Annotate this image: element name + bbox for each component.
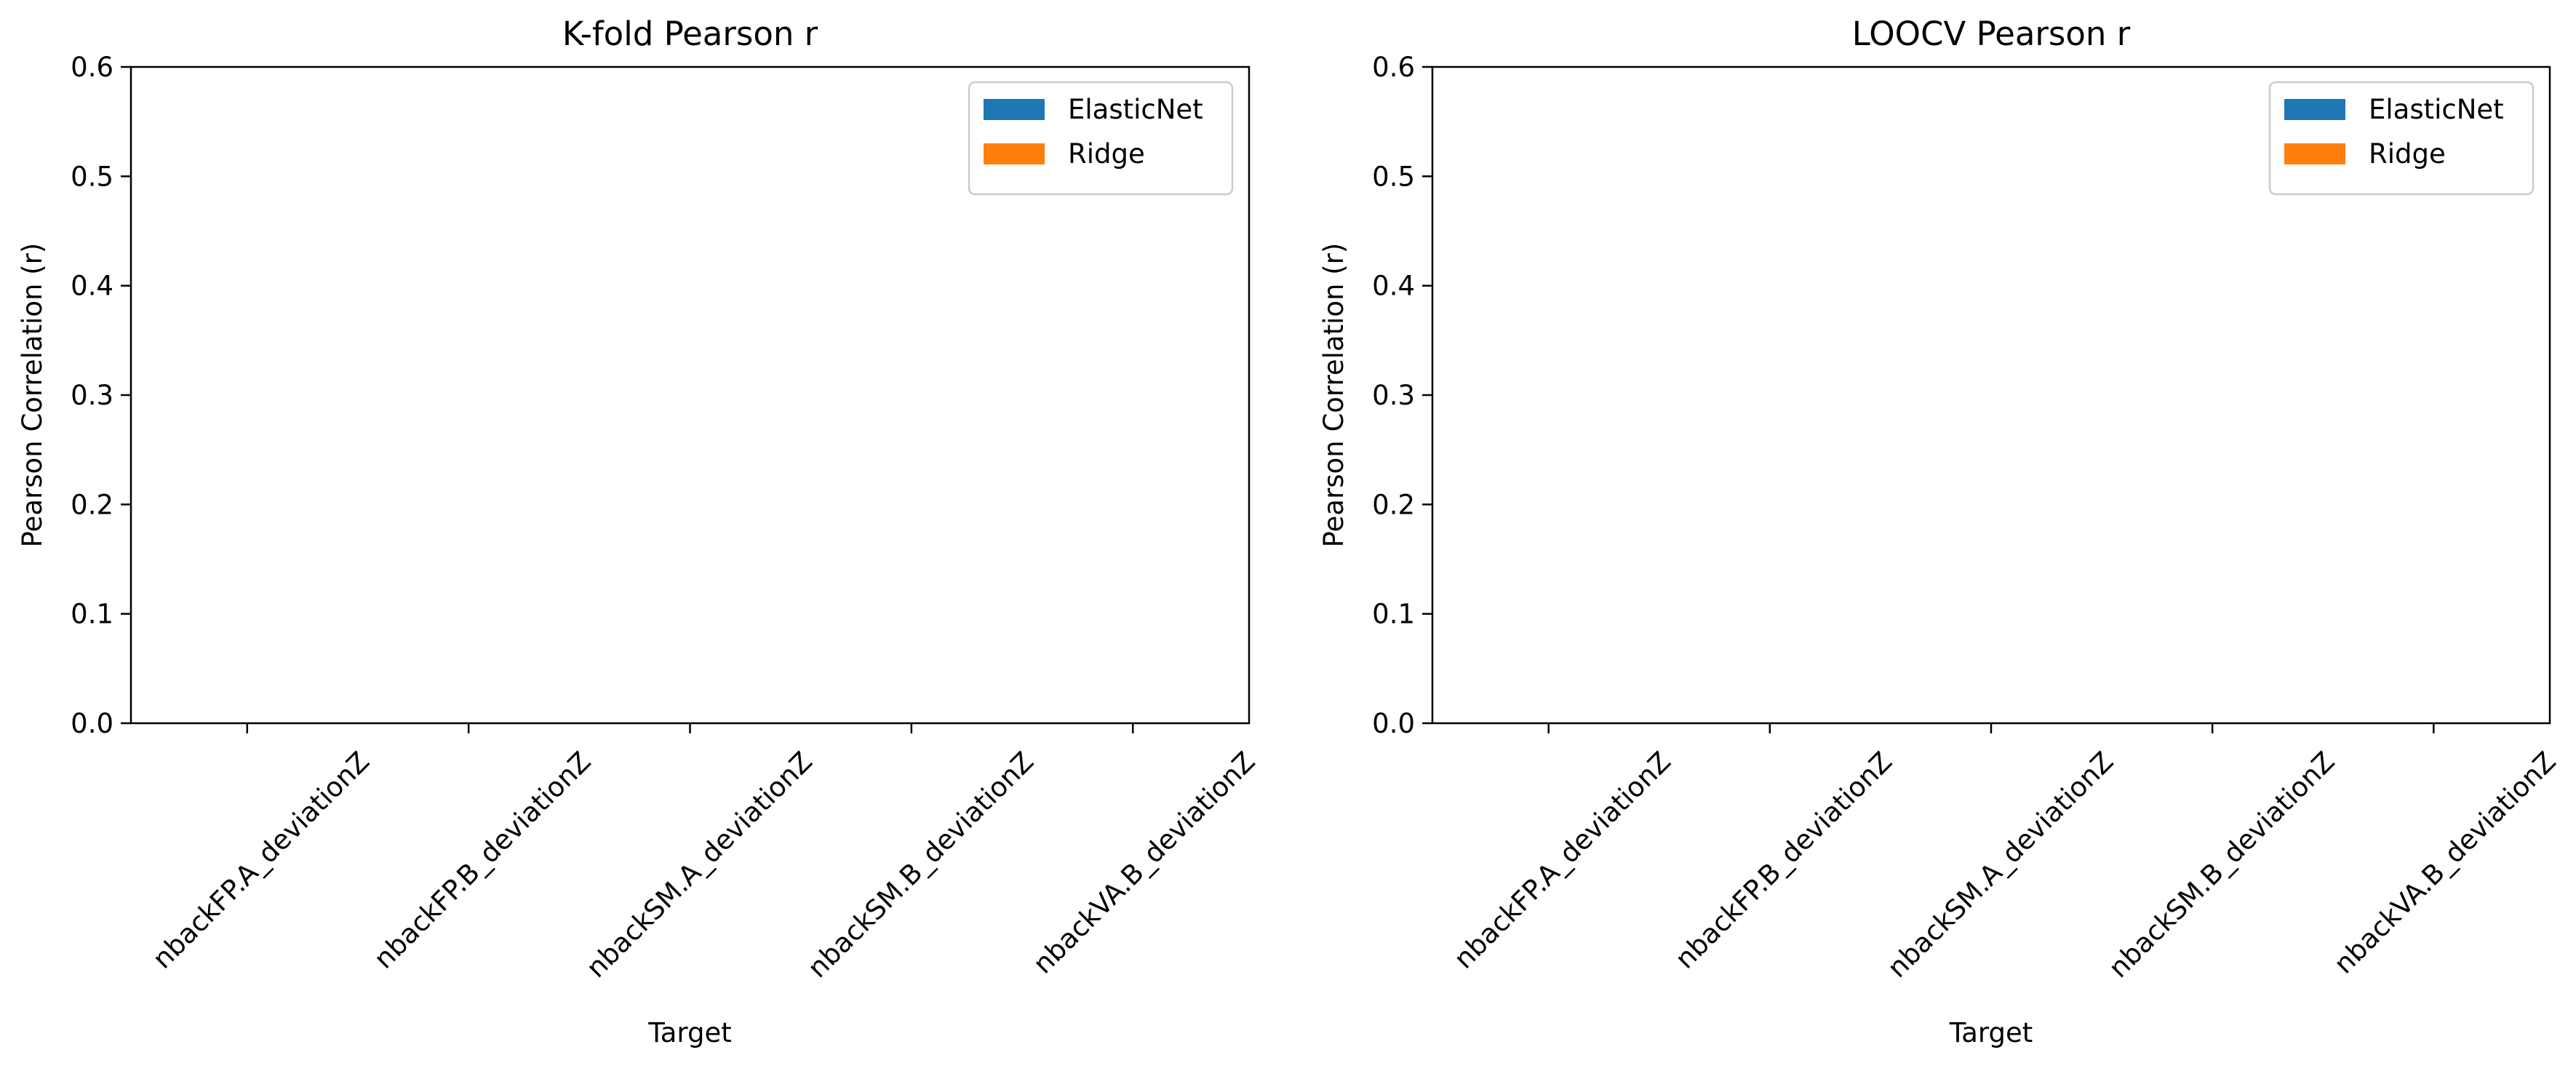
x-tick-label: nbackFP.B_deviationZ [1669, 746, 1898, 975]
chart-title: K-fold Pearson r [562, 15, 818, 53]
legend-swatch-ridge [984, 143, 1045, 164]
x-tick-label: nbackFP.B_deviationZ [368, 746, 597, 975]
x-tick-label: nbackSM.A_deviationZ [1881, 746, 2119, 984]
y-tick-label: 0.0 [1372, 708, 1415, 739]
y-tick-label: 0.5 [1372, 161, 1415, 192]
legend-label: ElasticNet [1068, 94, 1203, 125]
legend: ElasticNet Ridge [968, 81, 1234, 196]
y-tick-label: 0.5 [71, 161, 113, 192]
y-tick-label: 0.1 [1372, 599, 1415, 630]
legend: ElasticNet Ridge [2268, 81, 2535, 196]
x-tick-label: nbackFP.A_deviationZ [146, 746, 375, 975]
y-tick-label: 0.0 [71, 708, 113, 739]
chart-panel-1: 0.0 0.1 0.2 0.3 0.4 0.5 0.6 nbackFP.A_deviation… [17, 15, 1261, 1048]
chart-panel-2: 0.0 0.1 0.2 0.3 0.4 0.5 0.6 nbackFP.A_deviation… [1318, 15, 2562, 1048]
x-tick-label: nbackSM.B_deviationZ [802, 746, 1040, 984]
y-tick-label: 0.2 [1372, 489, 1415, 520]
x-tick-label: nbackSM.B_deviationZ [2102, 746, 2340, 984]
x-tick-label: nbackFP.A_deviationZ [1448, 746, 1677, 975]
y-tick-label: 0.4 [1372, 271, 1415, 302]
legend-label: ElasticNet [2369, 94, 2504, 125]
y-tick-label: 0.6 [71, 52, 113, 83]
legend-label: Ridge [1068, 138, 1145, 170]
x-tick-label: nbackVA.B_deviationZ [1027, 746, 1261, 980]
y-axis-label: Pearson Correlation (r) [1318, 243, 1349, 548]
x-axis-label: Target [1949, 1017, 2033, 1048]
legend-swatch-elasticnet [2284, 99, 2345, 120]
y-tick-label: 0.3 [71, 380, 113, 411]
y-axis-label: Pearson Correlation (r) [17, 243, 48, 548]
x-axis-label: Target [647, 1017, 731, 1048]
y-tick-label: 0.2 [71, 489, 113, 520]
y-tick-label: 0.3 [1372, 380, 1415, 411]
y-tick-label: 0.1 [71, 599, 113, 630]
chart-title: LOOCV Pearson r [1852, 15, 2131, 53]
legend-swatch-ridge [2284, 143, 2345, 164]
x-tick-label: nbackSM.A_deviationZ [581, 746, 818, 984]
legend-label: Ridge [2369, 138, 2446, 170]
y-tick-label: 0.6 [1372, 52, 1415, 83]
y-tick-label: 0.4 [71, 271, 113, 302]
x-tick-label: nbackVA.B_deviationZ [2328, 746, 2562, 980]
legend-swatch-elasticnet [984, 99, 1045, 120]
